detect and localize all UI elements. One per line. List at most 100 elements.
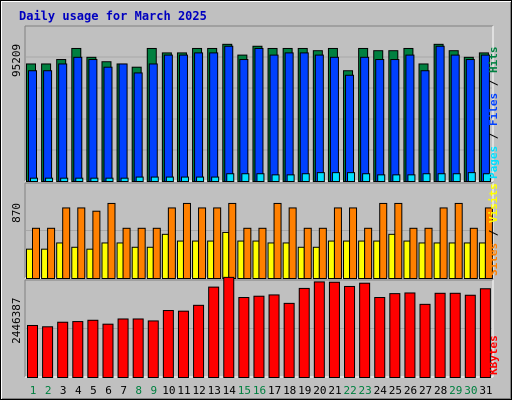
bar-files-day-29	[450, 54, 460, 182]
bar-visits-day-17	[267, 242, 275, 279]
bar-visits-day-12	[192, 240, 200, 279]
panel-traffic-legend: KBytes	[487, 335, 500, 375]
bar-kbytes-day-4	[72, 321, 84, 379]
day-label-7: 7	[120, 384, 127, 397]
bar-files-day-30	[465, 59, 475, 182]
bar-files-day-23	[360, 56, 370, 182]
bar-sites-day-3	[62, 207, 71, 279]
day-label-1: 1	[30, 384, 37, 397]
day-label-13: 13	[208, 384, 221, 397]
day-label-14: 14	[223, 384, 237, 397]
bar-visits-day-19	[297, 246, 305, 279]
day-label-23: 23	[359, 384, 372, 397]
day-label-29: 29	[449, 384, 462, 397]
bar-kbytes-day-1	[27, 324, 38, 378]
bar-pages-day-2	[45, 177, 54, 183]
bar-files-day-2	[43, 70, 53, 182]
bar-files-day-25	[390, 59, 400, 182]
bar-sites-day-2	[47, 227, 56, 280]
bar-sites-day-20	[318, 227, 327, 280]
bar-files-day-12	[194, 52, 204, 183]
bar-files-day-11	[178, 54, 188, 182]
bar-kbytes-day-30	[464, 294, 476, 378]
bar-pages-day-31	[482, 173, 491, 182]
bar-files-day-28	[435, 45, 445, 182]
bar-files-day-27	[420, 70, 430, 182]
bar-visits-day-1	[26, 248, 33, 280]
bar-files-day-16	[254, 47, 264, 183]
day-label-10: 10	[162, 384, 175, 397]
bar-kbytes-day-11	[177, 310, 189, 379]
bar-visits-day-24	[373, 240, 381, 279]
bar-pages-day-8	[135, 176, 144, 182]
bar-kbytes-day-26	[404, 292, 416, 379]
bar-visits-day-16	[252, 240, 260, 279]
bar-visits-day-31	[478, 242, 486, 279]
day-label-30: 30	[464, 384, 477, 397]
bar-visits-day-25	[388, 233, 396, 279]
bar-sites-day-6	[107, 202, 116, 279]
bar-kbytes-day-5	[87, 319, 99, 378]
bar-pages-day-10	[165, 176, 174, 182]
bar-pages-day-29	[452, 173, 461, 182]
bar-files-day-21	[329, 56, 339, 182]
bar-visits-day-20	[312, 246, 320, 279]
day-label-28: 28	[434, 384, 447, 397]
bar-kbytes-day-21	[328, 281, 340, 379]
bar-pages-day-19	[301, 173, 310, 182]
bar-pages-day-21	[331, 172, 340, 182]
bar-pages-day-1	[30, 177, 38, 183]
bar-sites-day-11	[182, 202, 191, 279]
day-label-17: 17	[268, 384, 281, 397]
bar-sites-day-15	[243, 227, 252, 280]
bar-sites-day-10	[167, 207, 176, 279]
day-label-5: 5	[90, 384, 97, 397]
bar-kbytes-day-28	[434, 292, 446, 379]
bar-sites-day-5	[92, 210, 101, 279]
bar-sites-day-13	[213, 207, 222, 279]
bar-visits-day-8	[131, 246, 139, 279]
legend-separator: /	[487, 223, 500, 243]
bar-visits-day-4	[71, 246, 79, 279]
bar-sites-day-31	[484, 207, 493, 279]
panel-visitors-ymax-label: 870	[10, 203, 23, 223]
bar-files-day-18	[284, 52, 294, 183]
bar-visits-day-27	[418, 242, 426, 279]
bar-kbytes-day-9	[147, 320, 159, 378]
bar-pages-day-3	[60, 177, 69, 183]
bar-files-day-22	[345, 74, 355, 182]
day-label-21: 21	[328, 384, 341, 397]
bar-kbytes-day-7	[117, 318, 129, 378]
bar-files-day-24	[375, 59, 385, 182]
bar-pages-day-9	[150, 176, 159, 182]
legend-hits: Hits	[487, 47, 500, 74]
legend-kbytes: KBytes	[487, 335, 500, 375]
bar-sites-day-24	[379, 202, 388, 279]
bar-visits-day-9	[146, 246, 154, 279]
bar-files-day-6	[103, 66, 113, 182]
bar-kbytes-day-12	[193, 304, 205, 379]
bar-visits-day-21	[327, 240, 335, 279]
bar-kbytes-day-23	[359, 282, 371, 379]
bar-sites-day-30	[469, 227, 478, 280]
bar-sites-day-9	[152, 227, 161, 280]
bar-visits-day-2	[41, 248, 49, 280]
bar-visits-day-22	[343, 240, 351, 279]
bar-sites-day-22	[349, 207, 358, 279]
bar-pages-day-12	[196, 176, 205, 182]
legend-sites: Sites	[487, 243, 500, 276]
bar-pages-day-30	[467, 172, 476, 182]
bar-kbytes-day-24	[374, 297, 386, 378]
bar-kbytes-day-16	[253, 295, 265, 378]
bar-files-day-1	[28, 70, 37, 182]
bar-kbytes-day-14	[223, 276, 235, 379]
bar-sites-day-16	[258, 227, 267, 280]
bar-pages-day-6	[105, 177, 114, 183]
panel-visitors-legend: Sites / Visits	[487, 183, 500, 276]
bar-sites-day-14	[228, 202, 237, 279]
bar-files-day-8	[133, 72, 143, 182]
day-label-20: 20	[313, 384, 326, 397]
bar-pages-day-13	[211, 176, 220, 182]
